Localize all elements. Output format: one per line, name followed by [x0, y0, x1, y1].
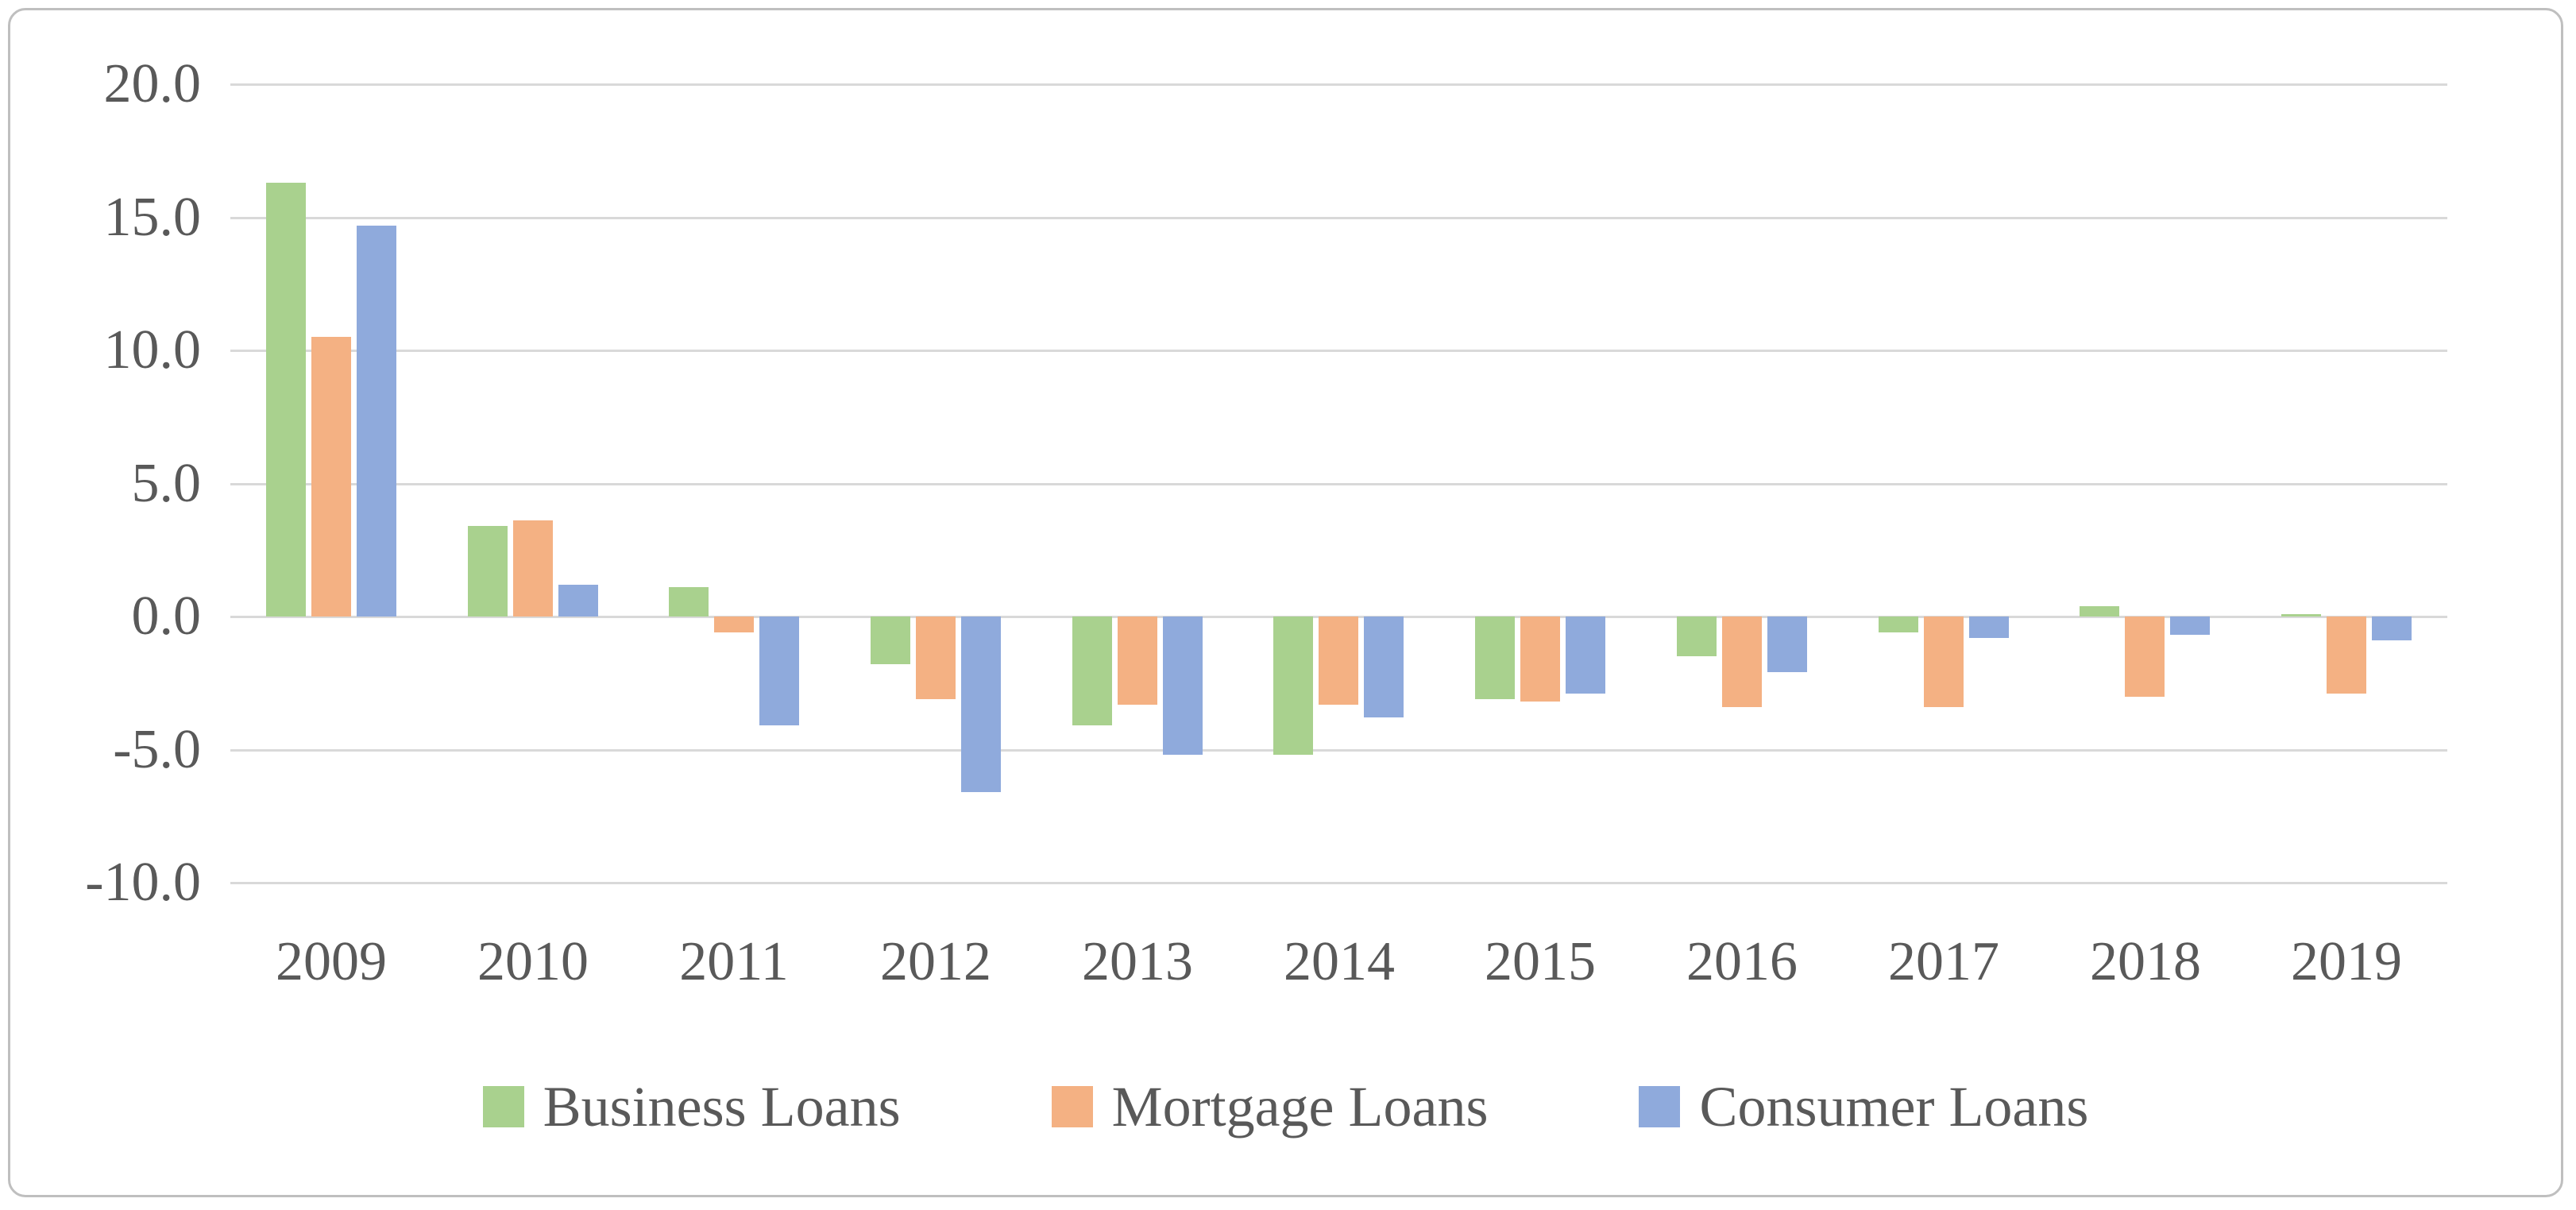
- x-axis-label-2019: 2019: [2291, 931, 2402, 992]
- legend-item-business-loans: Business Loans: [482, 1075, 901, 1138]
- x-axis-label-2010: 2010: [477, 931, 589, 992]
- legend-label: Business Loans: [543, 1075, 901, 1138]
- legend-label: Mortgage Loans: [1111, 1075, 1489, 1138]
- bar-consumer-loans-2014: [1364, 617, 1404, 718]
- gridline--10.0: [230, 882, 2447, 884]
- bar-consumer-loans-2018: [2170, 617, 2210, 636]
- y-axis-tick-label: 20.0: [103, 53, 202, 114]
- bar-mortgage-loans-2015: [1520, 617, 1560, 702]
- bar-mortgage-loans-2016: [1722, 617, 1762, 707]
- bar-business-loans-2010: [468, 526, 508, 617]
- bar-business-loans-2013: [1072, 617, 1112, 726]
- y-axis-tick-label: 15.0: [103, 186, 202, 248]
- x-axis-label-2012: 2012: [880, 931, 991, 992]
- bar-business-loans-2014: [1273, 617, 1313, 756]
- gridline--5.0: [230, 748, 2447, 752]
- bar-consumer-loans-2012: [961, 617, 1001, 793]
- legend-swatch-icon: [482, 1086, 524, 1127]
- x-axis-label-2009: 2009: [276, 931, 387, 992]
- legend-item-mortgage-loans: Mortgage Loans: [1051, 1075, 1489, 1138]
- bar-business-loans-2017: [1879, 617, 1918, 633]
- plot-area: [230, 83, 2447, 884]
- bar-mortgage-loans-2014: [1319, 617, 1358, 705]
- bar-business-loans-2009: [266, 182, 306, 617]
- gridline-5.0: [230, 482, 2447, 485]
- gridline-10.0: [230, 350, 2447, 352]
- bar-mortgage-loans-2010: [513, 520, 553, 617]
- bar-consumer-loans-2015: [1566, 617, 1605, 694]
- y-axis-tick-label: -5.0: [113, 718, 201, 780]
- bar-business-loans-2018: [2080, 605, 2119, 617]
- x-axis-label-2014: 2014: [1284, 931, 1395, 992]
- bar-consumer-loans-2013: [1163, 617, 1203, 756]
- bar-business-loans-2012: [871, 617, 910, 665]
- chart-frame: 20.0 15.0 10.0 5.0 0.0 -5.0 -10.0 2009 2010 2011…: [8, 8, 2563, 1197]
- y-axis-tick-label: -10.0: [85, 852, 201, 913]
- gridline-20.0: [230, 83, 2447, 86]
- x-axis-label-2015: 2015: [1485, 931, 1596, 992]
- bar-mortgage-loans-2017: [1924, 617, 1964, 707]
- bar-mortgage-loans-2019: [2327, 617, 2366, 694]
- y-axis-tick-label: 10.0: [103, 319, 202, 381]
- bar-business-loans-2011: [669, 587, 709, 617]
- bar-consumer-loans-2009: [357, 225, 396, 617]
- bar-consumer-loans-2017: [1969, 617, 2009, 638]
- legend: Business Loans Mortgage Loans Consumer Loa…: [10, 1075, 2561, 1138]
- bar-mortgage-loans-2018: [2125, 617, 2165, 697]
- x-axis-label-2018: 2018: [2090, 931, 2201, 992]
- x-axis-label-2013: 2013: [1082, 931, 1193, 992]
- gridline-15.0: [230, 216, 2447, 219]
- x-axis-label-2017: 2017: [1888, 931, 1999, 992]
- bar-mortgage-loans-2013: [1118, 617, 1157, 705]
- legend-item-consumer-loans: Consumer Loans: [1639, 1075, 2088, 1138]
- bar-mortgage-loans-2012: [916, 617, 956, 699]
- x-axis-label-2016: 2016: [1686, 931, 1798, 992]
- legend-swatch-icon: [1051, 1086, 1093, 1127]
- bar-mortgage-loans-2009: [311, 337, 351, 617]
- y-axis-tick-label: 0.0: [131, 586, 202, 647]
- bar-consumer-loans-2011: [759, 617, 799, 726]
- bar-business-loans-2019: [2281, 613, 2321, 617]
- bar-consumer-loans-2016: [1767, 617, 1807, 673]
- y-axis-tick-label: 5.0: [131, 452, 202, 514]
- bar-consumer-loans-2019: [2372, 617, 2412, 641]
- bar-business-loans-2016: [1677, 617, 1717, 657]
- legend-label: Consumer Loans: [1699, 1075, 2089, 1138]
- bar-mortgage-loans-2011: [714, 617, 754, 633]
- bar-consumer-loans-2010: [558, 584, 598, 617]
- x-axis-label-2011: 2011: [679, 931, 789, 992]
- bar-business-loans-2015: [1475, 617, 1515, 699]
- legend-swatch-icon: [1639, 1086, 1681, 1127]
